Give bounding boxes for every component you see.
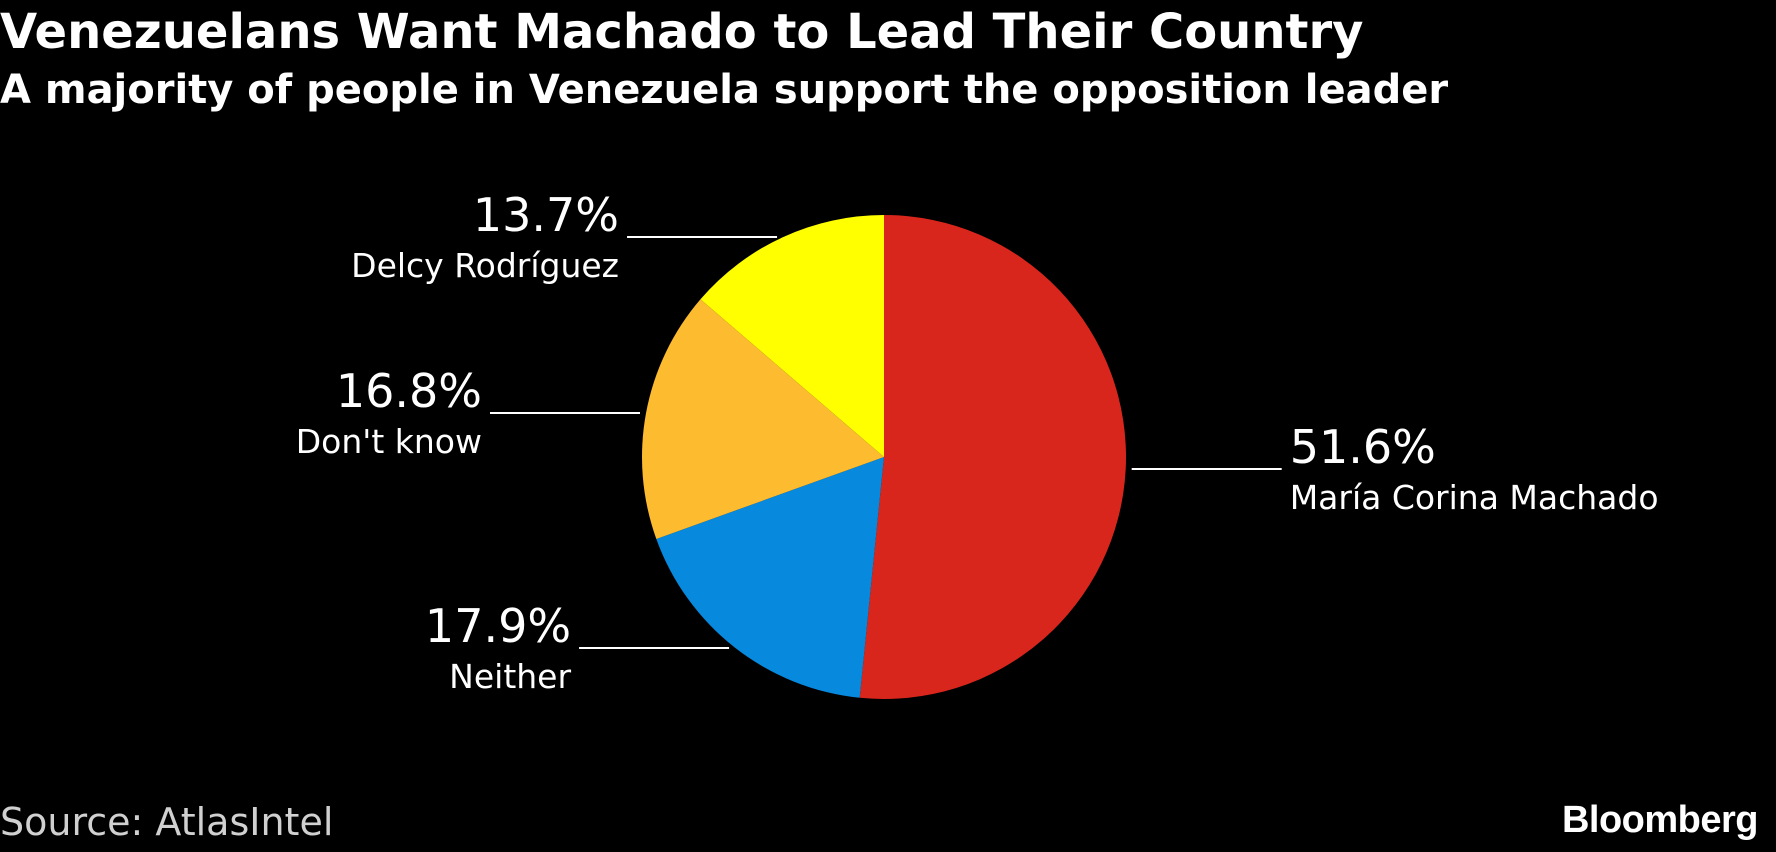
value-label-delcy-rodriguez: 13.7%: [473, 188, 619, 242]
pie-slice-delcy-rodriguez: [700, 215, 884, 457]
category-label-don-t-know: Don't know: [296, 422, 482, 461]
source-note: Source: AtlasIntel: [0, 800, 334, 844]
pie-leader-lines: [490, 236, 1282, 649]
category-label-neither: Neither: [449, 657, 571, 696]
pie-slice-don-t-know: [642, 299, 884, 539]
value-label-neither: 17.9%: [425, 599, 571, 653]
pie-labels: 51.6% María Corina Machado 17.9% Neither 16.…: [296, 188, 1659, 696]
value-label-maria-corina-machado: 51.6%: [1290, 420, 1436, 474]
pie-slice-neither: [656, 457, 884, 698]
chart-title: Venezuelans Want Machado to Lead Their C…: [0, 4, 1364, 60]
pie-slice-maria-corina-machado: [859, 215, 1126, 699]
category-label-maria-corina-machado: María Corina Machado: [1290, 478, 1659, 517]
value-label-don-t-know: 16.8%: [336, 364, 482, 418]
category-label-delcy-rodriguez: Delcy Rodríguez: [351, 246, 619, 285]
bloomberg-logo: Bloomberg: [1561, 799, 1759, 841]
chart-subtitle: A majority of people in Venezuela suppor…: [0, 67, 1449, 113]
pie-slices: [642, 215, 1126, 699]
